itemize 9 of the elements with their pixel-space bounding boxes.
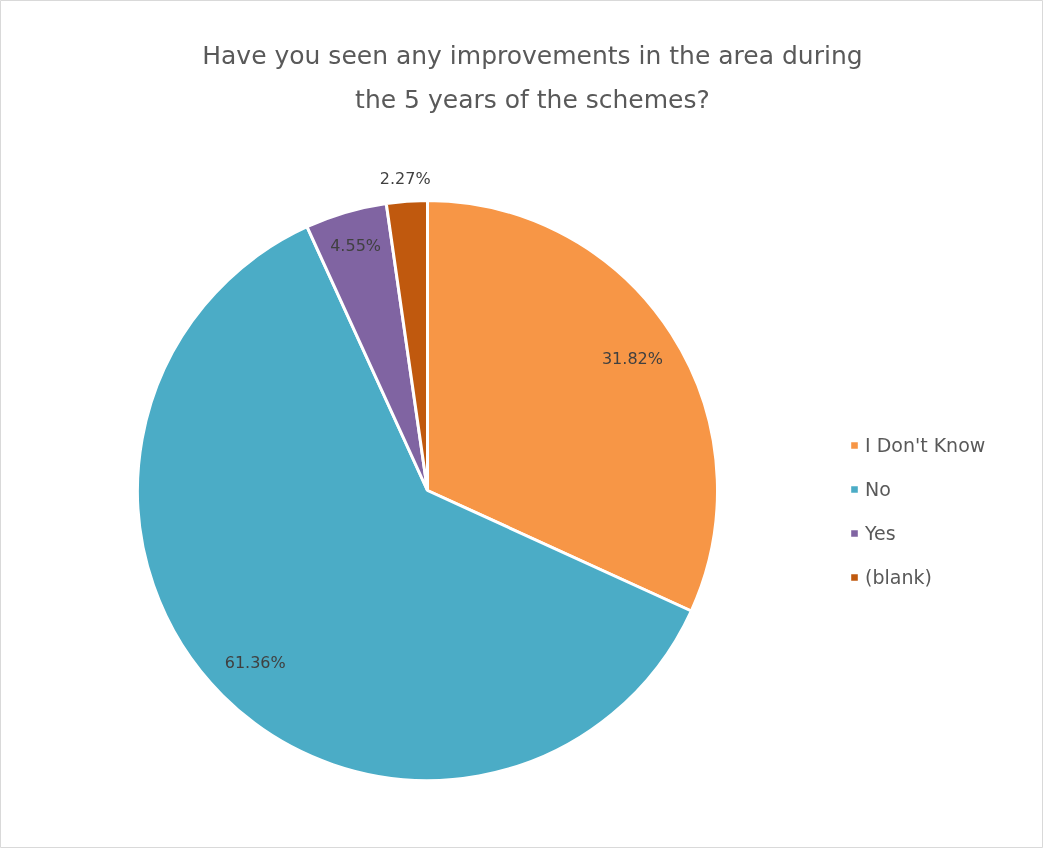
- chart-title: Have you seen any improvements in the area during the 5 years of the schemes?: [202, 41, 863, 114]
- legend-label: (blank): [865, 566, 932, 588]
- data-label: 4.55%: [330, 236, 382, 256]
- legend-label: I Don't Know: [865, 434, 986, 456]
- data-label: 61.36%: [224, 653, 286, 673]
- data-label: 2.27%: [379, 168, 431, 188]
- legend-label: Yes: [865, 522, 896, 544]
- data-label: 31.82%: [601, 349, 663, 369]
- legend-label: No: [865, 478, 891, 500]
